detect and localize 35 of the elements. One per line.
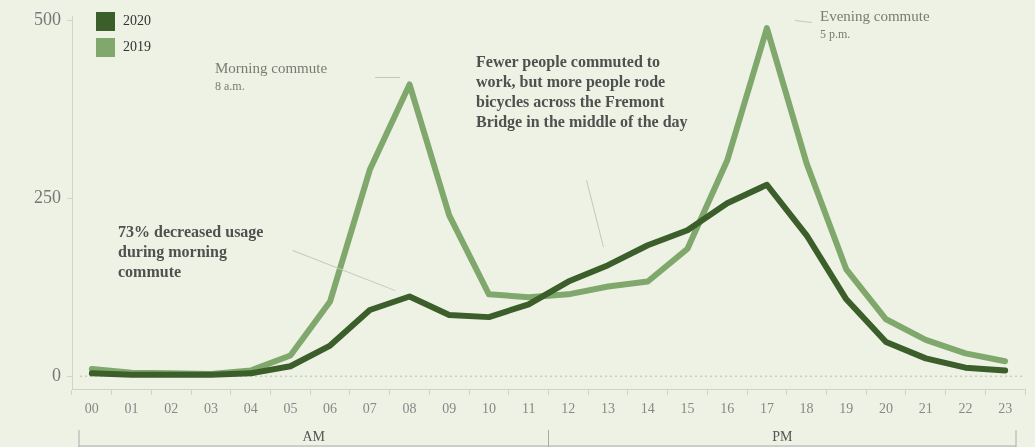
x-tick-label: 18 — [799, 401, 814, 417]
x-tick-label: 04 — [243, 401, 258, 417]
x-tick-label: 02 — [164, 401, 179, 417]
x-tick-label: 09 — [442, 401, 457, 417]
x-tick-label: 00 — [84, 401, 99, 417]
x-tick-label: 22 — [958, 401, 973, 417]
text: AM — [302, 428, 326, 444]
x-tick-label: 13 — [601, 401, 616, 417]
text: PM — [772, 428, 793, 444]
x-tick-label: 03 — [203, 401, 218, 417]
x-tick-label: 23 — [998, 401, 1013, 417]
x-tick-label: 05 — [283, 401, 298, 417]
x-tick-label: 06 — [323, 401, 338, 417]
annotation: Evening commute 5 p.m. — [820, 8, 930, 42]
y-tick-label: 500 — [34, 9, 61, 30]
y-tick-label: 0 — [52, 364, 61, 385]
x-tick-label: 07 — [362, 401, 377, 417]
x-tick-label: 10 — [481, 401, 496, 417]
x-tick-label: 17 — [759, 401, 774, 417]
x-tick-label: 16 — [720, 401, 735, 417]
annotation: Fewer people commuted to work, but more people rode bicycles across the Fremont Bridge in the middle of the day — [476, 53, 688, 132]
x-tick-label: 20 — [879, 401, 894, 417]
legend-label: 2020 — [123, 13, 151, 29]
x-tick-label: 12 — [561, 401, 576, 417]
annotation: Morning commute 8 a.m. — [215, 60, 328, 94]
x-tick-label: 21 — [918, 401, 933, 417]
x-tick-label: 11 — [521, 401, 536, 417]
x-tick-label: 14 — [640, 401, 655, 417]
x-tick-label: 19 — [839, 401, 854, 417]
y-tick-label: 250 — [34, 187, 61, 208]
legend-label: 2019 — [123, 39, 151, 55]
x-tick-label: 08 — [402, 401, 417, 417]
x-tick-label: 01 — [124, 401, 139, 417]
x-tick-label: 15 — [680, 401, 695, 417]
annotation: 73% decreased usage during morning commute — [118, 223, 264, 281]
